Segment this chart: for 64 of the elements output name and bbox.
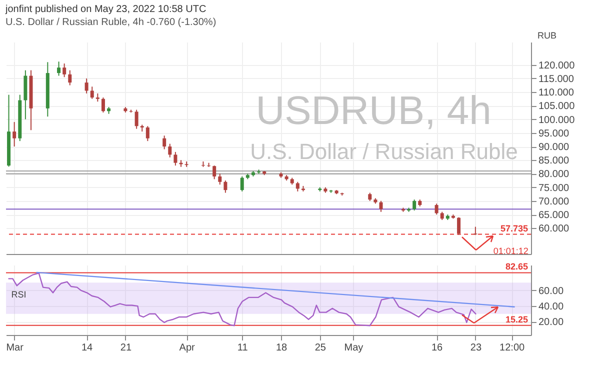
candlestick [90, 86, 94, 100]
candlestick [162, 135, 166, 150]
y-tick-label: 65.000 [538, 210, 570, 222]
y-tick-label: 110.000 [538, 88, 574, 99]
candlestick [212, 165, 216, 180]
y-tick-label: 60.000 [538, 224, 570, 235]
candlestick [84, 78, 88, 94]
x-tick-label: 14 [81, 342, 94, 354]
candlestick [457, 216, 461, 236]
candlestick [12, 122, 16, 148]
x-tick-label: 11 [237, 342, 248, 354]
y-tick-label: 90.000 [538, 142, 570, 154]
candlestick [146, 126, 150, 142]
chart-subtitle: U.S. Dollar / Russian Ruble, 4h -0.760 (-1.30%) [6, 17, 216, 28]
candlestick [379, 200, 383, 212]
annotation: 01:01:12 [493, 246, 528, 256]
x-tick-label: 21 [120, 342, 132, 354]
candlestick [62, 63, 66, 78]
candlestick [46, 62, 50, 118]
y-tick-label: 115.000 [538, 74, 574, 85]
annotation: USDRUB, 4h [256, 88, 492, 133]
y-tick-label: 80.000 [538, 169, 570, 180]
y-tick-label: 95.000 [538, 128, 570, 140]
chart-title: jonfint published on May 23, 2022 10:58 UTC [4, 4, 206, 15]
candlestick [218, 173, 222, 186]
candlestick [134, 109, 138, 130]
candlestick [24, 70, 28, 120]
y-tick-label: 70.000 [538, 196, 570, 208]
y-tick-label: 120.000 [538, 60, 576, 72]
y-axis-title: RUB [538, 30, 557, 40]
x-tick-label: May [344, 342, 364, 354]
x-tick-label: 18 [276, 342, 288, 354]
x-tick-label: 23 [470, 342, 482, 354]
x-tick-label: 12:00 [500, 342, 526, 354]
ref-line-label: 82.65 [505, 262, 528, 272]
candlestick [168, 143, 172, 158]
annotation: U.S. Dollar / Russian Ruble [250, 139, 518, 164]
candlestick [224, 180, 228, 194]
candlestick [174, 151, 178, 166]
candlestick [240, 176, 244, 192]
y-tick-label: 40.00 [538, 302, 564, 313]
candlestick [101, 97, 105, 113]
line-series [8, 272, 476, 326]
ref-line-label: 57.735 [500, 223, 528, 234]
x-tick-label: 16 [431, 342, 444, 354]
y-tick-label: 75.000 [538, 182, 570, 194]
candlestick [29, 70, 33, 131]
y-tick-label: 60.00 [538, 286, 564, 297]
x-tick-label: Apr [179, 342, 196, 354]
candlestick [68, 70, 72, 86]
candlestick [434, 203, 438, 216]
y-tick-label: 105.000 [538, 101, 576, 112]
x-tick-label: Mar [6, 342, 24, 354]
candlestick [412, 199, 416, 211]
x-tick-label: 25 [314, 342, 326, 354]
y-tick-label: 100.000 [538, 114, 576, 126]
candlestick [296, 181, 300, 192]
annotation: RSI [11, 289, 26, 300]
candlestick [18, 94, 22, 142]
candlestick [57, 61, 61, 76]
y-tick-label: 20.00 [538, 317, 564, 328]
y-tick-label: 85.000 [538, 156, 570, 167]
ref-line-label: 15.25 [505, 314, 528, 324]
candlestick [7, 94, 11, 168]
